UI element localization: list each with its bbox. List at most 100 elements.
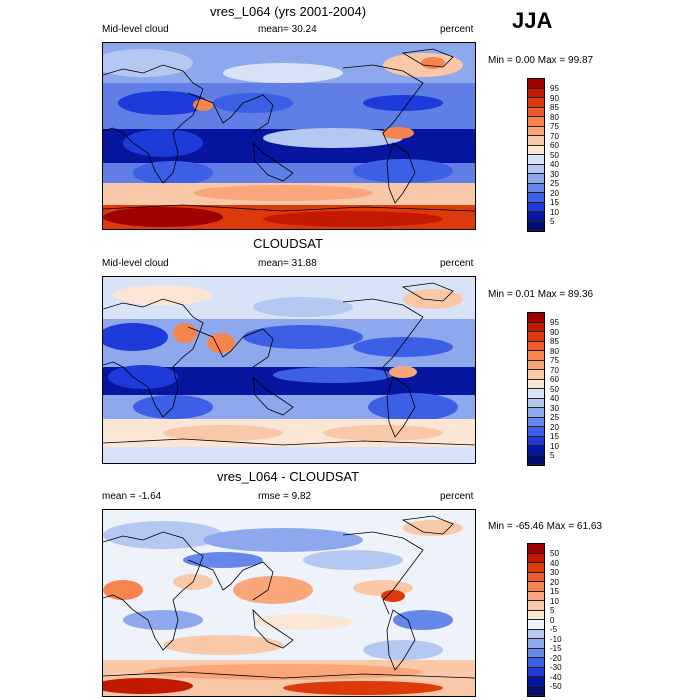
panel-2-colorbar-tick: 40 xyxy=(550,394,559,403)
panel-2-mean: mean= 31.88 xyxy=(258,258,317,269)
panel-3-colorbar-swatch xyxy=(528,544,544,554)
panel-1-colorbar-swatch xyxy=(528,221,544,231)
panel-1-colorbar-swatch xyxy=(528,164,544,174)
panel-3-colorbar-swatch xyxy=(528,658,544,668)
panel-1-colorbar-tick: 50 xyxy=(550,150,559,160)
panel-1-colorbar-tick: 40 xyxy=(550,160,559,169)
panel-3-colorbar-tick: 30 xyxy=(550,568,559,577)
panel-2-colorbar-swatch xyxy=(528,351,544,361)
panel-3-units: percent xyxy=(440,491,474,502)
panel-3-colorbar-tick: 10 xyxy=(550,596,559,606)
panel-3-colorbar-tick: -50 xyxy=(550,682,562,691)
panel-1-colorbar-swatch xyxy=(528,107,544,117)
panel-1-colorbar-tick: 90 xyxy=(550,93,559,103)
panel-2-left-label: Mid-level cloud xyxy=(102,258,169,269)
season-label: JJA xyxy=(512,8,553,33)
panel-3-colorbar-tick: -30 xyxy=(550,663,562,672)
panel-1-colorbar-swatch xyxy=(528,117,544,127)
panel-3-rmse: rmse = 9.82 xyxy=(258,491,312,502)
panel-2-colorbar-swatch xyxy=(528,313,544,323)
panel-3-colorbar-tick: 5 xyxy=(550,606,555,615)
panel-3-minmax: Min = -65.46 Max = 61.63 xyxy=(488,521,602,532)
panel-1-colorbar-swatch xyxy=(528,193,544,203)
panel-2-colorbar-swatch xyxy=(528,322,544,332)
panel-1-colorbar-swatch xyxy=(528,212,544,222)
panel-1-colorbar-swatch xyxy=(528,145,544,155)
panel-2-colorbar-swatch xyxy=(528,370,544,380)
panel-2-colorbar-swatch xyxy=(528,398,544,408)
panel-1-colorbar-tick: 75 xyxy=(550,122,559,131)
panel-1-colorbar-tick: 10 xyxy=(550,207,559,217)
panel-2-colorbar-tick: 95 xyxy=(550,318,559,327)
panel-2-colorbar-tick: 20 xyxy=(550,422,559,432)
panel-3-colorbar-swatch xyxy=(528,677,544,687)
panel-2-colorbar-swatch xyxy=(528,408,544,418)
panel-1-colorbar-tick: 95 xyxy=(550,84,559,93)
panel-3-colorbar-tick: -20 xyxy=(550,653,562,663)
panel-2-colorbar-swatch xyxy=(528,360,544,370)
panel-1-colorbar: 95 90 85 80 75 70 60 50 40 30 25 20 15 1… xyxy=(527,78,559,232)
panel-1-colorbar-swatch xyxy=(528,88,544,98)
panel-3-colorbar-tick: -5 xyxy=(550,625,558,634)
panel-2-colorbar-tick: 85 xyxy=(550,337,559,346)
panel-1-colorbar-tick: 15 xyxy=(550,198,559,207)
panel-2-colorbar-swatch xyxy=(528,455,544,465)
panel-2-colorbar-swatch xyxy=(528,379,544,389)
panel-3-colorbar-swatch xyxy=(528,610,544,620)
panel-1-colorbar-tick: 70 xyxy=(550,131,559,141)
panel-3-colorbar-tick: -10 xyxy=(550,634,562,644)
panel-3-colorbar-swatch xyxy=(528,620,544,630)
panel-1-colorbar-tick: 30 xyxy=(550,169,559,179)
panel-3-colorbar: 50 40 30 20 15 10 5 0 -5 -10 -15 -20 -30… xyxy=(527,543,562,697)
panel-2-colorbar-swatch xyxy=(528,341,544,351)
panel-1-map xyxy=(102,42,476,230)
panel-1-minmax: Min = 0.00 Max = 99.87 xyxy=(488,55,594,66)
panel-1-mean: mean= 30.24 xyxy=(258,24,317,35)
panel-1-colorbar-swatch xyxy=(528,174,544,184)
panel-1-colorbar-tick: 80 xyxy=(550,112,559,122)
panel-2-colorbar-tick: 5 xyxy=(550,451,555,460)
panel-1-colorbar-swatch xyxy=(528,79,544,89)
panel-2-colorbar-swatch xyxy=(528,417,544,427)
panel-3-map-field xyxy=(103,510,475,696)
panel-3-colorbar-swatch xyxy=(528,553,544,563)
panel-1-colorbar-tick: 5 xyxy=(550,217,555,226)
panel-3-colorbar-tick: 40 xyxy=(550,558,559,568)
panel-3-colorbar-swatch xyxy=(528,667,544,677)
panel-2-colorbar-tick: 15 xyxy=(550,432,559,441)
panel-3-colorbar-tick: 20 xyxy=(550,577,559,587)
panel-3-colorbar-tick: -15 xyxy=(550,644,562,653)
panel-3-mean: mean = -1.64 xyxy=(102,491,162,502)
panel-2-colorbar-tick: 25 xyxy=(550,413,559,422)
panel-2-colorbar-tick: 50 xyxy=(550,384,559,394)
panel-2-colorbar-swatch xyxy=(528,389,544,399)
panel-2-colorbar-swatch xyxy=(528,446,544,456)
panel-1-title: vres_L064 (yrs 2001-2004) xyxy=(209,4,367,19)
panel-3-colorbar-swatch xyxy=(528,639,544,649)
panel-2-colorbar-swatch xyxy=(528,332,544,342)
panel-1-colorbar-tick: 20 xyxy=(550,188,559,198)
panel-2-map xyxy=(102,276,476,464)
panel-1-colorbar-swatch xyxy=(528,126,544,136)
panel-3-colorbar-tick: -40 xyxy=(550,672,562,682)
panel-3-colorbar-swatch xyxy=(528,591,544,601)
panel-2-colorbar-tick: 90 xyxy=(550,327,559,337)
panel-2-colorbar-tick: 80 xyxy=(550,346,559,356)
panel-2-colorbar-tick: 30 xyxy=(550,403,559,413)
panel-1-colorbar-tick: 25 xyxy=(550,179,559,188)
panel-1-colorbar-swatch xyxy=(528,98,544,108)
panel-2-units: percent xyxy=(440,258,474,269)
panel-1-colorbar-tick: 85 xyxy=(550,103,559,112)
panel-2-colorbar-swatch xyxy=(528,436,544,446)
panel-2-title: CLOUDSAT xyxy=(253,236,323,251)
panel-1-colorbar-swatch xyxy=(528,183,544,193)
panel-1-left-label: Mid-level cloud xyxy=(102,24,169,35)
panel-3-map xyxy=(102,509,476,697)
panel-2-colorbar-tick: 70 xyxy=(550,365,559,375)
panel-2-colorbar-tick: 60 xyxy=(550,375,559,384)
panel-1-units: percent xyxy=(440,24,474,35)
panel-3-colorbar-tick: 0 xyxy=(550,615,555,625)
panel-2-colorbar-tick: 10 xyxy=(550,441,559,451)
panel-1-colorbar-swatch xyxy=(528,136,544,146)
panel-1-colorbar-swatch xyxy=(528,155,544,165)
